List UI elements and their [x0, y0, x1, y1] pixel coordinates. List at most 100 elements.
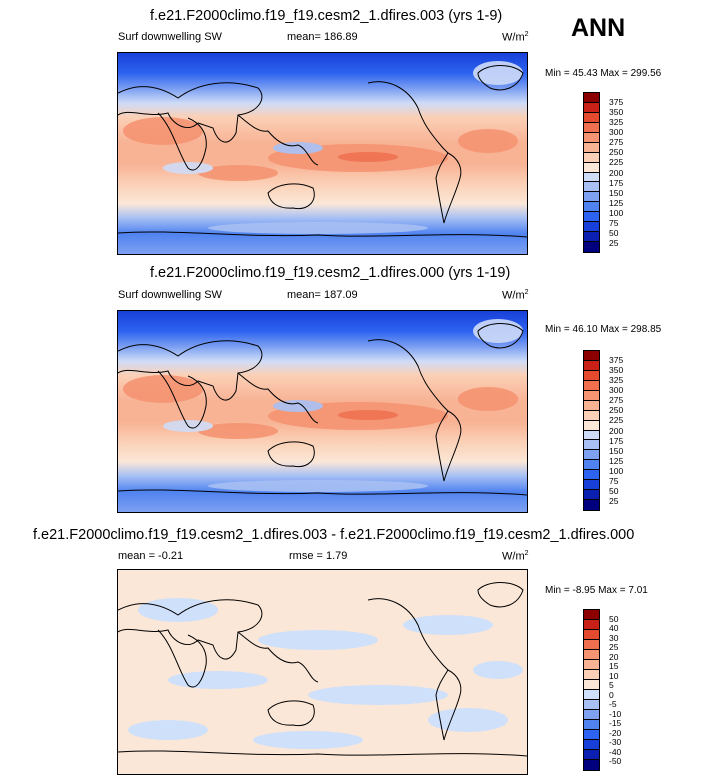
colorbar-swatch: [584, 93, 599, 103]
colorbar-tick-label: -30: [609, 737, 622, 748]
colorbar-swatch: [584, 410, 599, 421]
colorbar-swatch: [584, 670, 599, 680]
panel2-variable-label: Surf downwelling SW: [118, 289, 222, 301]
colorbar-swatch: [584, 420, 599, 431]
colorbar-tick-label: 350: [609, 365, 624, 376]
colorbar-swatch: [584, 650, 599, 660]
colorbar-tick-label: 15: [609, 661, 619, 672]
colorbar-swatch: [584, 440, 599, 451]
colorbar-swatch: [584, 112, 599, 123]
panel3-units: W/m2: [502, 550, 529, 563]
panel2-title: f.e21.F2000climo.f19_f19.cesm2_1.dfires.…: [150, 265, 511, 281]
panel3-map: [117, 569, 528, 775]
colorbar-swatch: [584, 360, 599, 371]
colorbar-swatch: [584, 212, 599, 223]
colorbar-tick-label: 75: [609, 217, 619, 228]
colorbar-tick-label: 275: [609, 137, 624, 148]
colorbar-swatch: [584, 430, 599, 441]
colorbar-tick-label: 200: [609, 167, 624, 178]
colorbar-tick-label: 300: [609, 127, 624, 138]
colorbar-swatch: [584, 390, 599, 401]
colorbar-tick-label: 25: [609, 495, 619, 506]
panel1-mean-label: mean= 186.89: [287, 31, 358, 43]
colorbar-swatch: [584, 351, 599, 361]
colorbar-swatch: [584, 730, 599, 740]
panel2-map-svg: [118, 311, 527, 512]
colorbar-tick-label: 375: [609, 97, 624, 108]
colorbar-tick-label: 300: [609, 385, 624, 396]
colorbar-swatch: [584, 710, 599, 720]
panel3-minmax: Min = -8.95 Max = 7.01: [545, 585, 648, 596]
colorbar-tick-label: 125: [609, 455, 624, 466]
colorbar-tick-label: 125: [609, 197, 624, 208]
colorbar-tick-label: 25: [609, 642, 619, 653]
colorbar-swatch: [584, 610, 599, 620]
colorbar-tick-label: 175: [609, 435, 624, 446]
colorbar-swatch: [584, 720, 599, 730]
colorbar-tick-label: 275: [609, 395, 624, 406]
panel1-map: [117, 52, 528, 255]
colorbar-swatch: [584, 370, 599, 381]
colorbar-tick-label: 10: [609, 670, 619, 681]
panel1-field-features: [123, 61, 523, 234]
colorbar-tick-label: 50: [609, 613, 619, 624]
colorbar-swatch: [584, 750, 599, 760]
colorbar-swatch: [584, 690, 599, 700]
colorbar-tick-label: -20: [609, 727, 622, 738]
colorbar-swatch: [584, 400, 599, 411]
panel2-colorbar: [583, 350, 600, 511]
panel2-minmax: Min = 46.10 Max = 298.85: [545, 324, 662, 335]
colorbar-swatch: [584, 222, 599, 233]
colorbar-tick-label: 325: [609, 117, 624, 128]
colorbar-swatch: [584, 640, 599, 650]
panel1-title: f.e21.F2000climo.f19_f19.cesm2_1.dfires.…: [150, 8, 503, 24]
colorbar-tick-label: 225: [609, 415, 624, 426]
colorbar-tick-label: 150: [609, 187, 624, 198]
colorbar-tick-label: 100: [609, 207, 624, 218]
colorbar-swatch: [584, 142, 599, 153]
panel1-minmax: Min = 45.43 Max = 299.56: [545, 68, 662, 79]
panel3-rmse-label: rmse = 1.79: [289, 550, 348, 562]
colorbar-swatch: [584, 152, 599, 163]
colorbar-tick-label: 325: [609, 375, 624, 386]
colorbar-tick-label: -5: [609, 699, 617, 710]
colorbar-tick-label: 375: [609, 355, 624, 366]
colorbar-swatch: [584, 132, 599, 143]
colorbar-swatch: [584, 490, 599, 501]
colorbar-swatch: [584, 620, 599, 630]
panel3-mean-label: mean = -0.21: [118, 550, 184, 562]
colorbar-tick-label: 30: [609, 632, 619, 643]
panel3-map-svg: [118, 570, 527, 774]
panel2-mean-label: mean= 187.09: [287, 289, 358, 301]
colorbar-tick-label: 0: [609, 689, 614, 700]
colorbar-swatch: [584, 192, 599, 203]
panel1-coastlines: [118, 65, 527, 238]
panel3-title: f.e21.F2000climo.f19_f19.cesm2_1.dfires.…: [33, 527, 635, 543]
colorbar-tick-label: 40: [609, 623, 619, 634]
colorbar-swatch: [584, 202, 599, 213]
colorbar-swatch: [584, 460, 599, 471]
colorbar-tick-label: 175: [609, 177, 624, 188]
panel1-colorbar: [583, 92, 600, 253]
panel1-units: W/m2: [502, 31, 529, 44]
panel3-field-features: [128, 598, 523, 749]
colorbar-swatch: [584, 450, 599, 461]
panel3-colorbar: [583, 609, 600, 771]
colorbar-swatch: [584, 380, 599, 391]
colorbar-swatch: [584, 480, 599, 491]
colorbar-swatch: [584, 102, 599, 113]
colorbar-tick-label: 50: [609, 227, 619, 238]
colorbar-swatch: [584, 740, 599, 750]
colorbar-swatch: [584, 182, 599, 193]
colorbar-tick-label: 100: [609, 465, 624, 476]
colorbar-tick-label: 25: [609, 237, 619, 248]
colorbar-tick-label: 250: [609, 147, 624, 158]
panel1-variable-label: Surf downwelling SW: [118, 31, 222, 43]
colorbar-tick-label: -10: [609, 708, 622, 719]
panel2-map: [117, 310, 528, 513]
colorbar-tick-label: 5: [609, 680, 614, 691]
colorbar-swatch: [584, 122, 599, 133]
colorbar-swatch: [584, 162, 599, 173]
colorbar-tick-label: 20: [609, 651, 619, 662]
colorbar-swatch: [584, 500, 599, 510]
